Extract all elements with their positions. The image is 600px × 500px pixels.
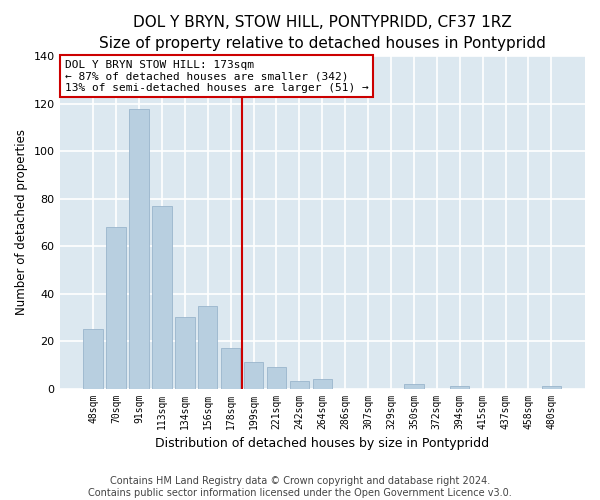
Bar <box>313 379 332 388</box>
Bar <box>175 318 194 388</box>
Bar <box>267 367 286 388</box>
Bar <box>290 382 309 388</box>
Bar <box>129 108 149 388</box>
Bar <box>450 386 469 388</box>
Y-axis label: Number of detached properties: Number of detached properties <box>15 130 28 316</box>
Bar <box>244 362 263 388</box>
Text: DOL Y BRYN STOW HILL: 173sqm
← 87% of detached houses are smaller (342)
13% of s: DOL Y BRYN STOW HILL: 173sqm ← 87% of de… <box>65 60 368 93</box>
Text: Contains HM Land Registry data © Crown copyright and database right 2024.
Contai: Contains HM Land Registry data © Crown c… <box>88 476 512 498</box>
Bar <box>221 348 241 389</box>
Bar <box>404 384 424 388</box>
Bar <box>83 329 103 388</box>
Bar <box>198 306 217 388</box>
Bar <box>106 227 126 388</box>
X-axis label: Distribution of detached houses by size in Pontypridd: Distribution of detached houses by size … <box>155 437 490 450</box>
Title: DOL Y BRYN, STOW HILL, PONTYPRIDD, CF37 1RZ
Size of property relative to detache: DOL Y BRYN, STOW HILL, PONTYPRIDD, CF37 … <box>99 15 546 51</box>
Bar <box>152 206 172 388</box>
Bar <box>542 386 561 388</box>
